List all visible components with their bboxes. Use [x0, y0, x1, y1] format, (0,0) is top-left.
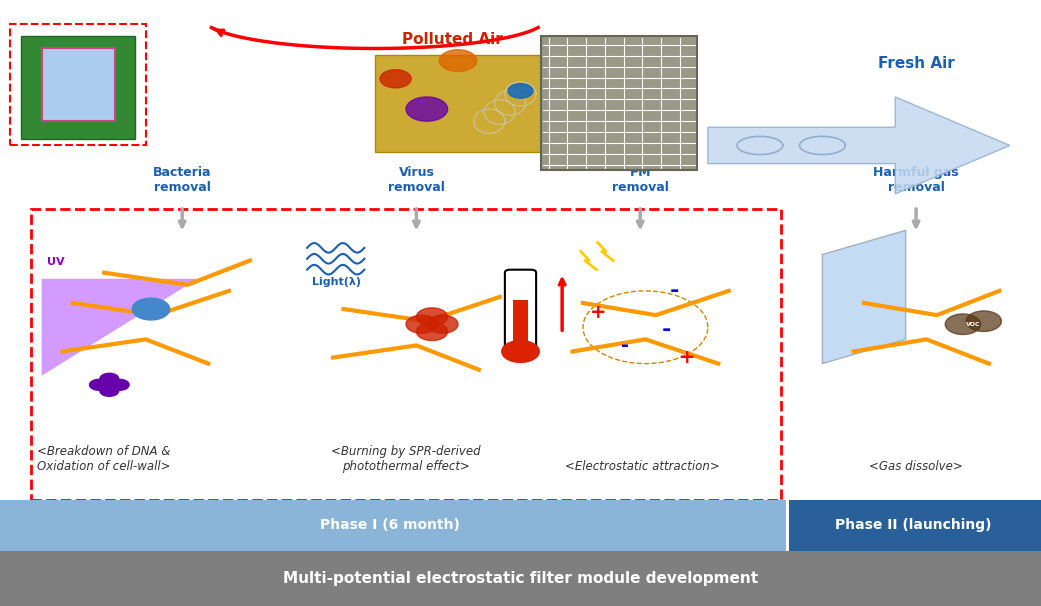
Circle shape	[380, 70, 411, 88]
Text: +: +	[679, 348, 695, 367]
FancyBboxPatch shape	[789, 500, 1041, 551]
Polygon shape	[42, 279, 198, 376]
Text: <Gas dissolve>: <Gas dissolve>	[869, 460, 963, 473]
Circle shape	[90, 379, 108, 390]
FancyBboxPatch shape	[42, 48, 115, 121]
Circle shape	[100, 373, 119, 384]
Circle shape	[132, 298, 170, 320]
FancyBboxPatch shape	[513, 300, 528, 348]
Circle shape	[406, 97, 448, 121]
Circle shape	[508, 84, 533, 98]
Text: -: -	[620, 336, 629, 355]
Circle shape	[945, 314, 981, 335]
Text: Phase II (launching): Phase II (launching)	[835, 518, 991, 533]
FancyBboxPatch shape	[0, 551, 1041, 606]
Circle shape	[427, 315, 458, 333]
Text: -: -	[661, 320, 671, 341]
Text: <Electrostatic attraction>: <Electrostatic attraction>	[565, 460, 719, 473]
Text: Virus
removal: Virus removal	[388, 166, 445, 194]
FancyBboxPatch shape	[375, 55, 541, 152]
Text: Polluted Air: Polluted Air	[403, 32, 503, 47]
Text: -: -	[669, 281, 680, 301]
Circle shape	[110, 379, 129, 390]
FancyBboxPatch shape	[505, 270, 536, 355]
Text: <Breakdown of DNA &
Oxidation of cell-wall>: <Breakdown of DNA & Oxidation of cell-wa…	[37, 445, 171, 473]
Text: Fresh Air: Fresh Air	[878, 56, 955, 71]
Circle shape	[502, 341, 539, 362]
Circle shape	[439, 50, 477, 72]
Text: UV: UV	[47, 256, 65, 267]
Polygon shape	[822, 230, 906, 364]
Text: Harmful gas
removal: Harmful gas removal	[873, 166, 959, 194]
Text: Bacteria
removal: Bacteria removal	[153, 166, 211, 194]
Text: <Burning by SPR-derived
photothermal effect>: <Burning by SPR-derived photothermal eff…	[331, 445, 481, 473]
Text: Phase I (6 month): Phase I (6 month)	[321, 518, 460, 533]
FancyBboxPatch shape	[31, 209, 781, 500]
Text: PM
removal: PM removal	[612, 166, 668, 194]
FancyBboxPatch shape	[21, 36, 135, 139]
FancyBboxPatch shape	[0, 500, 786, 551]
Text: VOC: VOC	[966, 322, 981, 327]
Text: Light(λ): Light(λ)	[312, 277, 361, 287]
Circle shape	[416, 308, 448, 326]
Text: Multi-potential electrostatic filter module development: Multi-potential electrostatic filter mod…	[283, 571, 758, 586]
Text: +: +	[590, 302, 607, 322]
Circle shape	[406, 315, 437, 333]
Circle shape	[100, 385, 119, 396]
FancyBboxPatch shape	[541, 36, 697, 170]
Polygon shape	[708, 97, 1010, 194]
Circle shape	[966, 311, 1001, 331]
Circle shape	[416, 322, 448, 341]
